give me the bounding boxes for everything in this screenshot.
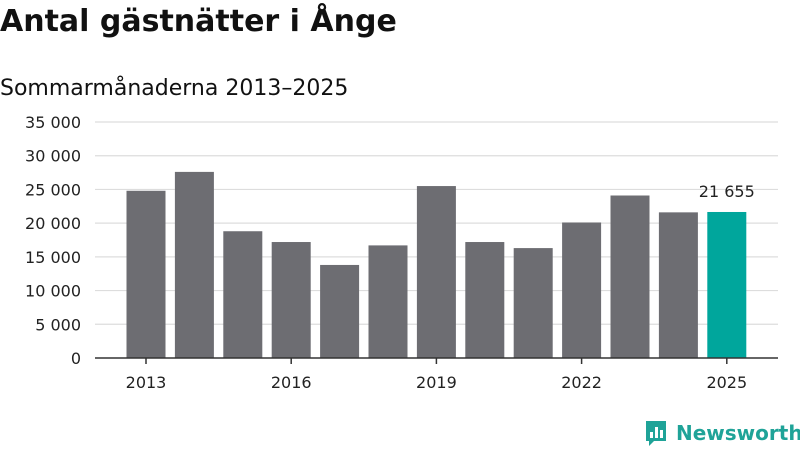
y-tick-label: 30 000 xyxy=(25,147,81,166)
bar xyxy=(610,195,650,358)
bar xyxy=(465,242,505,358)
y-tick-label: 10 000 xyxy=(25,282,81,301)
y-tick-label: 25 000 xyxy=(25,180,81,199)
chart-title: Antal gästnätter i Ånge xyxy=(0,4,397,39)
y-tick-label: 20 000 xyxy=(25,214,81,233)
y-tick-label: 5 000 xyxy=(35,315,81,334)
bar-highlighted xyxy=(707,211,747,358)
newsworthy-brand-name: Newsworthy xyxy=(676,421,800,445)
x-tick-label: 2019 xyxy=(416,373,457,392)
bar xyxy=(174,171,214,358)
y-axis-tick-labels: 0 5 000 10 000 15 000 20 000 25 000 30 000 35 0… xyxy=(25,113,81,368)
bar xyxy=(658,212,698,358)
y-tick-label: 0 xyxy=(71,349,81,368)
bar xyxy=(320,264,360,358)
bar xyxy=(126,190,166,358)
bars xyxy=(126,171,747,358)
x-tick-label: 2022 xyxy=(561,373,602,392)
chart-subtitle: Sommarmånaderna 2013–2025 xyxy=(0,76,349,101)
data-labels: 21 655 xyxy=(699,182,755,201)
x-tick-label: 2025 xyxy=(706,373,747,392)
newsworthy-logo-icon xyxy=(646,421,666,446)
bar xyxy=(562,222,602,358)
newsworthy-logo[interactable]: Newsworthy xyxy=(644,419,800,447)
x-tick-label: 2016 xyxy=(271,373,312,392)
x-tick-label: 2013 xyxy=(126,373,167,392)
data-label-highlight: 21 655 xyxy=(699,182,755,201)
bar xyxy=(513,248,553,358)
bar xyxy=(223,231,263,358)
y-tick-label: 15 000 xyxy=(25,248,81,267)
bar xyxy=(368,245,408,358)
bar xyxy=(271,242,311,358)
y-tick-label: 35 000 xyxy=(25,113,81,132)
bar xyxy=(416,186,456,358)
x-axis-tick-labels: 2013 2016 2019 2022 2025 xyxy=(126,358,747,392)
